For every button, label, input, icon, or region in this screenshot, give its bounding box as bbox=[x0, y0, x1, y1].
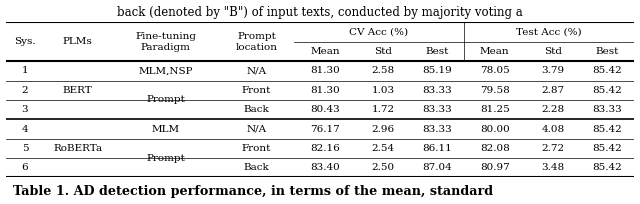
Text: 2.54: 2.54 bbox=[371, 144, 394, 153]
Text: 3.79: 3.79 bbox=[541, 66, 564, 75]
Text: 83.33: 83.33 bbox=[592, 105, 621, 114]
Text: Prompt: Prompt bbox=[146, 154, 185, 163]
Text: CV Acc (%): CV Acc (%) bbox=[349, 28, 408, 37]
Text: 85.42: 85.42 bbox=[592, 163, 621, 172]
Text: Table 1. AD detection performance, in terms of the mean, standard: Table 1. AD detection performance, in te… bbox=[13, 185, 493, 198]
Text: 76.17: 76.17 bbox=[310, 124, 340, 134]
Text: MLM,NSP: MLM,NSP bbox=[138, 66, 193, 75]
Text: Best: Best bbox=[595, 47, 618, 56]
Text: back (denoted by "B") of input texts, conducted by majority voting a: back (denoted by "B") of input texts, co… bbox=[117, 6, 523, 19]
Text: 1.72: 1.72 bbox=[371, 105, 394, 114]
Text: Fine-tuning
Paradigm: Fine-tuning Paradigm bbox=[135, 32, 196, 52]
Text: 3.48: 3.48 bbox=[541, 163, 564, 172]
Text: PLMs: PLMs bbox=[63, 37, 93, 46]
Text: RoBERTa: RoBERTa bbox=[53, 144, 102, 153]
Text: 87.04: 87.04 bbox=[422, 163, 452, 172]
Text: Mean: Mean bbox=[480, 47, 509, 56]
Text: 80.43: 80.43 bbox=[310, 105, 340, 114]
Text: Test Acc (%): Test Acc (%) bbox=[516, 28, 582, 37]
Text: 83.33: 83.33 bbox=[422, 124, 452, 134]
Text: 82.16: 82.16 bbox=[310, 144, 340, 153]
Text: 85.42: 85.42 bbox=[592, 66, 621, 75]
Text: Mean: Mean bbox=[310, 47, 340, 56]
Text: 3: 3 bbox=[22, 105, 28, 114]
Text: 2.50: 2.50 bbox=[371, 163, 394, 172]
Text: 80.97: 80.97 bbox=[480, 163, 509, 172]
Text: 78.05: 78.05 bbox=[480, 66, 509, 75]
Text: 81.25: 81.25 bbox=[480, 105, 509, 114]
Text: Best: Best bbox=[425, 47, 449, 56]
Text: 2.28: 2.28 bbox=[541, 105, 564, 114]
Text: Std: Std bbox=[374, 47, 392, 56]
Text: 85.42: 85.42 bbox=[592, 144, 621, 153]
Text: 5: 5 bbox=[22, 144, 28, 153]
Text: MLM: MLM bbox=[152, 124, 180, 134]
Text: Prompt
location: Prompt location bbox=[236, 32, 278, 52]
Text: 2.87: 2.87 bbox=[541, 86, 564, 95]
Text: 81.30: 81.30 bbox=[310, 66, 340, 75]
Text: BERT: BERT bbox=[63, 86, 93, 95]
Text: N/A: N/A bbox=[246, 124, 267, 134]
Text: 85.42: 85.42 bbox=[592, 86, 621, 95]
Text: 80.00: 80.00 bbox=[480, 124, 509, 134]
Text: 6: 6 bbox=[22, 163, 28, 172]
Text: 82.08: 82.08 bbox=[480, 144, 509, 153]
Text: 83.40: 83.40 bbox=[310, 163, 340, 172]
Text: Prompt: Prompt bbox=[146, 95, 185, 104]
Text: 2.58: 2.58 bbox=[371, 66, 394, 75]
Text: 1.03: 1.03 bbox=[371, 86, 394, 95]
Text: 2.72: 2.72 bbox=[541, 144, 564, 153]
Text: 83.33: 83.33 bbox=[422, 105, 452, 114]
Text: N/A: N/A bbox=[246, 66, 267, 75]
Text: Std: Std bbox=[544, 47, 562, 56]
Text: 4: 4 bbox=[22, 124, 28, 134]
Text: 83.33: 83.33 bbox=[422, 86, 452, 95]
Text: 86.11: 86.11 bbox=[422, 144, 452, 153]
Text: 85.42: 85.42 bbox=[592, 124, 621, 134]
Text: Back: Back bbox=[244, 163, 269, 172]
Text: 81.30: 81.30 bbox=[310, 86, 340, 95]
Text: 2: 2 bbox=[22, 86, 28, 95]
Text: 2.96: 2.96 bbox=[371, 124, 394, 134]
Text: Sys.: Sys. bbox=[14, 37, 36, 46]
Text: 85.19: 85.19 bbox=[422, 66, 452, 75]
Text: 79.58: 79.58 bbox=[480, 86, 509, 95]
Text: 4.08: 4.08 bbox=[541, 124, 564, 134]
Text: Front: Front bbox=[242, 86, 271, 95]
Text: Front: Front bbox=[242, 144, 271, 153]
Text: Back: Back bbox=[244, 105, 269, 114]
Text: 1: 1 bbox=[22, 66, 28, 75]
